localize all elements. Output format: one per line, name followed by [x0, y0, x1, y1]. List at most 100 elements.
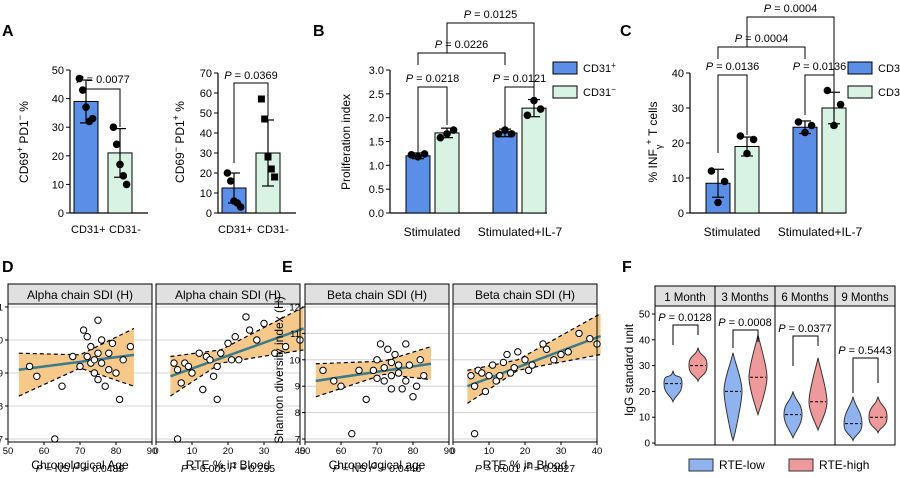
x-tick-label: 70	[75, 446, 86, 457]
data-point	[823, 86, 832, 95]
y-axis-label: % INFγ+ T cells	[644, 102, 664, 183]
y-tick-label: 10	[289, 355, 300, 366]
significance-bracket	[792, 335, 819, 366]
y-axis-label: Proliferation index	[339, 94, 353, 190]
data-point	[720, 177, 729, 186]
data-point	[337, 382, 345, 390]
legend-swatch	[788, 458, 814, 472]
data-point	[542, 345, 551, 353]
y-tick-label: 7	[0, 435, 3, 446]
data-point	[499, 358, 508, 367]
significance-bracket	[732, 329, 759, 348]
bar	[792, 126, 818, 214]
data-point	[264, 153, 272, 161]
data-point	[384, 345, 392, 353]
data-point	[586, 334, 594, 343]
facet-strip-label: Beta chain SDI (H)	[475, 288, 575, 302]
confidence-upper	[467, 313, 601, 371]
data-point	[836, 100, 845, 109]
y-tick-label: 11	[290, 329, 300, 340]
data-point	[126, 342, 135, 351]
y-tick-label: 40	[52, 94, 64, 106]
x-tick-label: Stimulated+IL-7	[478, 225, 563, 239]
panel-letter-C: C	[620, 23, 632, 40]
violin	[808, 357, 828, 432]
data-point	[206, 356, 214, 364]
data-point	[109, 123, 118, 131]
data-point	[523, 111, 532, 120]
stats-label: P = NS r2 = 0.0489	[36, 461, 125, 476]
data-point	[319, 366, 327, 375]
x-tick-label: 10	[484, 446, 495, 457]
data-point	[58, 382, 66, 390]
legend-swatch	[552, 61, 578, 75]
data-point	[506, 369, 515, 377]
data-point	[405, 361, 414, 369]
p-value-label: P = 0.0136	[793, 61, 847, 73]
data-point	[373, 356, 381, 364]
x-tick-label: 10	[187, 446, 198, 457]
y-tick-label: 20	[639, 387, 651, 398]
data-point	[51, 435, 59, 443]
y-tick-label: 20	[200, 168, 212, 180]
regression-line	[18, 353, 135, 371]
x-tick-label: 40	[592, 446, 603, 457]
data-point	[467, 371, 475, 380]
data-point	[267, 165, 275, 173]
data-point	[369, 366, 378, 375]
y-tick-label: 9	[295, 382, 300, 393]
y-axis-label: IgG standard unit	[622, 323, 636, 416]
data-point	[743, 149, 751, 158]
data-point	[488, 361, 497, 369]
y-tick-label: 7	[295, 435, 300, 446]
data-point	[188, 369, 196, 377]
x-tick-label: Stimulated	[404, 225, 461, 239]
x-axis-label: Chronological age	[329, 458, 426, 472]
x-tick-label: 0	[450, 446, 455, 457]
data-point	[736, 132, 745, 140]
confidence-band	[467, 313, 601, 404]
violin	[723, 352, 743, 443]
data-point	[380, 364, 388, 372]
confidence-upper	[18, 327, 135, 356]
data-point	[412, 382, 421, 390]
p-value-label: P = 0.0226	[435, 39, 489, 51]
panel-letter-F: F	[622, 259, 632, 276]
data-point	[260, 319, 268, 328]
data-point	[387, 358, 396, 367]
data-point	[330, 377, 338, 385]
significance-bracket	[446, 22, 535, 98]
significance-bracket	[746, 16, 835, 92]
x-tick-label: 90	[147, 446, 158, 457]
significance-bracket	[852, 357, 879, 393]
y-tick-label: 50	[200, 108, 212, 120]
data-point	[394, 361, 403, 369]
facet-strip-label: Beta chain SDI (H)	[327, 288, 427, 302]
data-point	[257, 95, 265, 103]
data-point	[714, 198, 722, 207]
x-tick-label: 50	[300, 446, 311, 457]
data-point	[380, 377, 388, 385]
data-point	[830, 121, 838, 130]
x-tick-label: CD31+	[218, 224, 253, 236]
data-point	[227, 356, 236, 364]
y-tick-label: 0	[206, 208, 212, 220]
y-tick-label: 11	[0, 303, 3, 314]
facet-strip-label: 3 Months	[721, 292, 769, 304]
x-tick-label: 50	[3, 446, 14, 457]
stats-label: P = NS r2 = 0.0446	[333, 461, 422, 476]
data-point	[362, 395, 370, 404]
data-point	[355, 366, 363, 375]
data-point	[112, 369, 120, 377]
data-point	[564, 348, 572, 356]
data-point	[550, 356, 558, 364]
data-point	[184, 362, 193, 371]
p-value-label: P = 0.0004	[735, 33, 789, 45]
violin	[868, 396, 888, 435]
y-tick-label: 30	[639, 361, 651, 372]
data-point	[402, 340, 410, 348]
data-point	[94, 316, 102, 324]
data-point	[348, 430, 356, 438]
data-point	[281, 342, 290, 351]
x-tick-label: 80	[111, 446, 122, 457]
